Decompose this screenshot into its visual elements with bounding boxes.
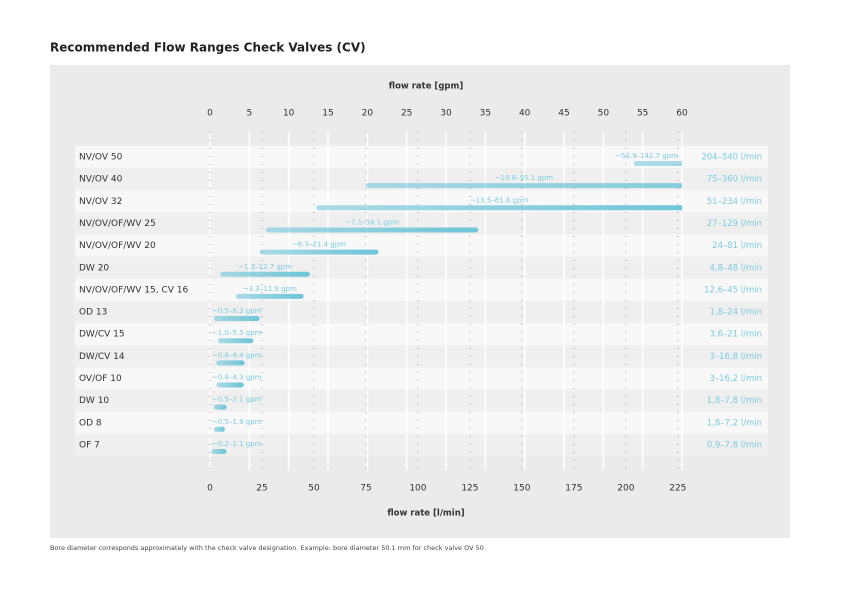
x-tick-label: 35 [480,109,491,119]
x-tick-label: 55 [637,109,648,119]
x-tick-label: 45 [558,109,569,119]
x-tick-label: 50 [598,109,610,119]
x2-tick-label: 175 [565,484,582,494]
x2-range-label: 24–81 l/min [712,241,762,251]
x-tick-label: 20 [362,109,374,119]
range-bar [235,293,304,299]
row-band [75,234,768,257]
x2-tick-label: 125 [461,484,478,494]
row-label: NV/OV/OF/WV 20 [79,241,156,251]
footnote: Bore diameter corresponds approximately … [50,544,484,552]
row-band [75,212,768,235]
x2-range-label: 4,8–48 l/min [709,263,762,273]
range-label: ~0.5–6.3 gpm [212,307,262,315]
row-band [75,411,768,434]
x2-range-label: 3–16,8 l/min [709,352,762,362]
range-label: ~19.8–95.1 gpm [495,174,554,182]
x-tick-label: 25 [401,109,412,119]
x-tick-label: 40 [519,109,531,119]
x2-tick-label: 75 [360,484,371,494]
range-label: ~53.9–142.7 gpm [615,152,678,160]
row-band [75,367,768,390]
row-label: OD 8 [79,418,102,428]
range-label: ~3.3–11.9 gpm [243,285,297,293]
row-label: DW/CV 14 [79,352,125,362]
x2-range-label: 51–234 l/min [707,197,762,207]
row-label: OD 13 [79,308,107,318]
x2-range-label: 27–129 l/min [707,219,762,229]
row-label: DW/CV 15 [79,330,125,340]
range-label: ~0.5–1.9 gpm [212,418,262,426]
range-bar [365,183,682,189]
row-band [75,145,768,169]
range-bar [634,161,682,166]
range-bar [216,360,245,366]
x2-range-label: 204–540 l/min [701,153,762,163]
x2-axis-title: flow rate [l/min] [387,509,464,519]
x-axis-title: flow rate [gpm] [389,82,464,92]
x2-range-label: 75–360 l/min [707,175,762,185]
range-bar [216,382,244,388]
range-label: ~1.3–12.7 gpm [238,263,292,271]
range-label: ~13.5–61.8 gpm [470,196,529,204]
x2-tick-label: 200 [617,484,634,494]
row-band [75,256,768,279]
range-bar [213,404,227,410]
row-label: NV/OV 40 [79,175,123,185]
x2-range-label: 3–16,2 l/min [709,374,762,384]
row-band [75,433,768,457]
x2-tick-label: 225 [669,484,686,494]
x2-tick-label: 25 [256,484,267,494]
range-label: ~0.8–4.3 gpm [212,374,262,382]
x-tick-label: 60 [676,109,688,119]
range-label: ~1.0–5.5 gpm [212,329,262,337]
row-label: OF 7 [79,440,100,450]
row-band [75,300,768,324]
row-band [75,323,768,346]
x2-tick-label: 150 [513,484,530,494]
x2-tick-label: 100 [409,484,426,494]
x2-range-label: 0,9–7,8 l/min [707,440,762,450]
range-bar [217,338,254,344]
range-bar [211,448,227,454]
row-label: NV/OV 50 [79,153,123,163]
row-band [75,389,768,412]
row-label: OV/OF 10 [79,374,122,384]
range-bar [316,205,682,211]
x2-range-label: 3,6–21 l/min [709,330,762,340]
range-label: ~6.3–21.4 gpm [292,241,346,249]
chart-title: Recommended Flow Ranges Check Valves (CV… [50,41,366,55]
row-label: NV/OV 32 [79,197,122,207]
range-bar [220,271,310,277]
row-label: DW 10 [79,396,109,406]
range-bar [213,316,260,322]
range-bar [265,227,479,233]
row-label: NV/OV/OF/WV 15, CV 16 [79,285,188,295]
x2-range-label: 1,8–7,2 l/min [707,418,762,428]
x2-range-label: 12,6–45 l/min [704,285,762,295]
row-label: NV/OV/OF/WV 25 [79,219,156,229]
range-label: ~0.5–2.1 gpm [212,396,262,404]
range-label: ~0.8–4.4 gpm [212,351,262,359]
x2-tick-label: 50 [308,484,320,494]
range-label: ~7.1–34.1 gpm [345,218,399,226]
x-tick-label: 10 [283,109,295,119]
row-band [75,345,768,368]
range-bar [259,249,379,255]
x2-range-label: 1,8–7,8 l/min [707,396,762,406]
range-bar [213,426,225,432]
x-tick-label: 30 [440,109,452,119]
x-tick-label: 15 [322,109,333,119]
x2-range-label: 1,8–24 l/min [709,308,762,318]
x-tick-label: 0 [207,109,213,119]
row-label: DW 20 [79,263,109,273]
x-tick-label: 5 [246,109,252,119]
range-label: ~0.2–2.1 gpm [212,440,262,448]
x2-tick-label: 0 [207,484,213,494]
